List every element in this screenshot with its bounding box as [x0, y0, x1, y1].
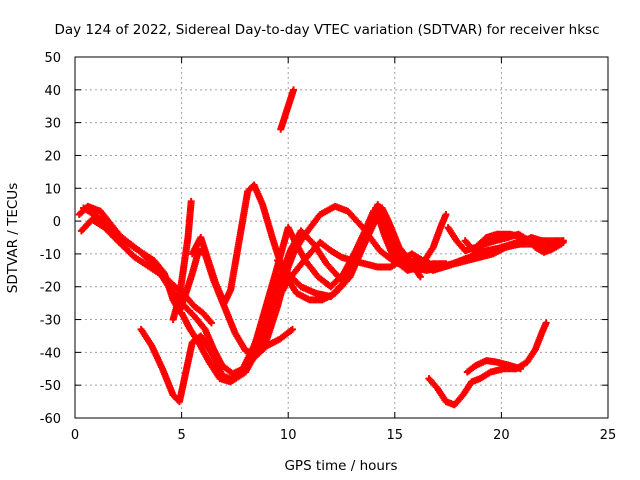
x-tick-label: 5	[177, 428, 185, 443]
y-tick-label: 20	[44, 149, 61, 164]
data-point	[288, 325, 296, 333]
y-tick-label: -30	[40, 314, 61, 329]
x-tick-label: 15	[387, 428, 404, 443]
plot-frame	[74, 56, 609, 419]
x-axis-label: GPS time / hours	[284, 458, 397, 474]
axis-ticks: 0 5 10 15 20 25 50 40 30 20 10 0 -10 -20 -30 -40 -50 -60	[40, 51, 617, 443]
x-tick-label: 10	[280, 428, 297, 443]
y-tick-label: 30	[44, 117, 61, 132]
y-tick-label: -40	[40, 346, 61, 361]
data-point	[557, 240, 565, 248]
data-point	[442, 211, 450, 219]
series-track-e	[169, 197, 195, 324]
y-tick-label: 10	[44, 182, 61, 197]
x-tick-label: 25	[600, 428, 617, 443]
y-tick-label: -60	[40, 412, 61, 427]
data-point	[416, 273, 424, 281]
data-point	[517, 365, 525, 373]
data-point	[207, 319, 215, 327]
y-tick-label: -10	[40, 248, 61, 263]
series-track-n	[277, 86, 298, 133]
x-tick-label: 20	[493, 428, 510, 443]
data-point	[187, 197, 195, 205]
series-track-b	[77, 215, 215, 327]
y-tick-label: 0	[53, 215, 61, 230]
y-tick-label: -20	[40, 281, 61, 296]
y-tick-label: 50	[44, 51, 61, 66]
series-track-k	[461, 230, 565, 256]
y-tick-label: -50	[40, 379, 61, 394]
y-tick-label: 40	[44, 84, 61, 99]
data-point	[542, 319, 550, 327]
y-axis-label: SDTVAR / TECUs	[5, 183, 21, 293]
plot-area	[75, 86, 567, 409]
series-track-i	[274, 204, 450, 301]
chart-title: Day 124 of 2022, Sidereal Day-to-day VTE…	[54, 22, 599, 38]
x-tick-label: 0	[71, 428, 79, 443]
series-track-m	[463, 357, 525, 376]
data-point	[290, 86, 298, 94]
